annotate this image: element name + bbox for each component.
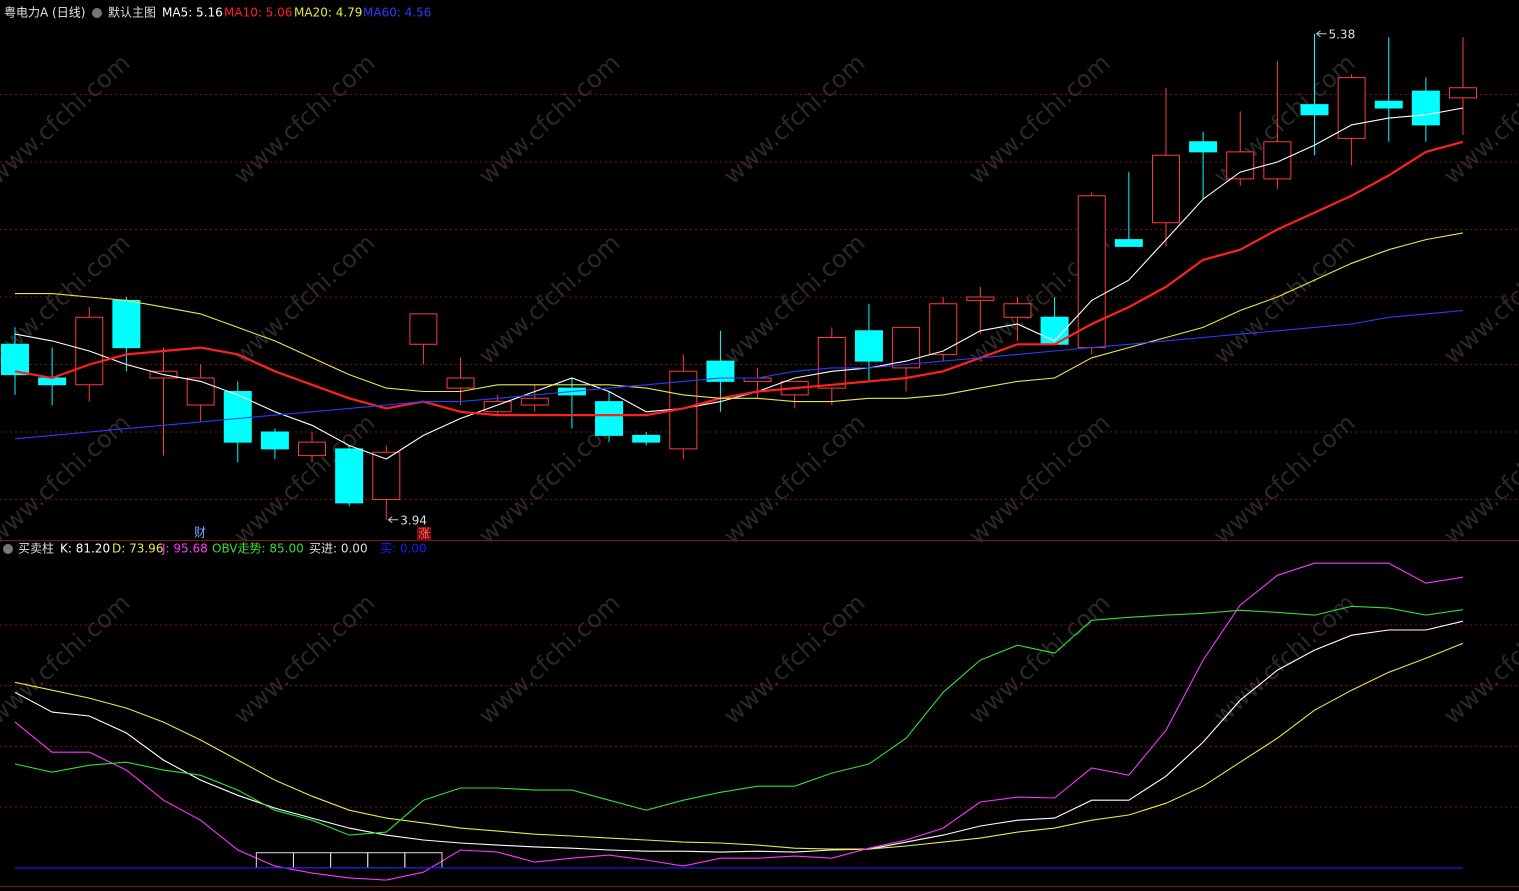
- chart-subtitle: 默认主图: [108, 5, 156, 20]
- candle-body: [1411, 90, 1440, 126]
- annotation-arrow: [387, 516, 399, 524]
- candle-body: [223, 391, 252, 443]
- series-line: [14, 605, 1464, 836]
- menu-icon[interactable]: [92, 8, 102, 18]
- candle-body: [817, 337, 846, 389]
- candle-body: [854, 330, 883, 362]
- candle-body: [1003, 303, 1032, 318]
- candle-body: [409, 313, 438, 345]
- candle-body: [446, 377, 475, 389]
- series-line: [14, 620, 1464, 853]
- legend-entry: J: 95.68: [161, 542, 208, 556]
- candle-body: [1226, 151, 1255, 180]
- candle-body: [892, 326, 921, 369]
- candle-body: [372, 451, 401, 500]
- candle-body: [520, 397, 549, 406]
- candle-body: [1263, 141, 1292, 180]
- candle-body: [483, 401, 512, 413]
- candle-body: [595, 401, 624, 436]
- min-label: 3.94: [400, 513, 427, 527]
- legend-entry: D: 73.96: [112, 542, 163, 556]
- series-line: [14, 309, 1464, 440]
- indicator-panel: [0, 562, 1519, 881]
- candle-body: [1300, 104, 1329, 116]
- legend-entry: K: 81.20: [60, 542, 110, 556]
- candle-body: [1374, 100, 1403, 109]
- series-line: [14, 140, 1464, 417]
- legend-entry: MA20: 4.79: [294, 6, 362, 20]
- series-line: [14, 107, 1464, 460]
- legend-entry: 买: 0.00: [380, 542, 427, 556]
- event-badge: [417, 527, 431, 541]
- event-marker: 财: [194, 526, 206, 540]
- candle-body: [1, 343, 29, 376]
- candle-body: [632, 434, 661, 443]
- candle-body: [1449, 87, 1477, 99]
- legend-entry: MA10: 5.06: [224, 6, 292, 20]
- candle-body: [1151, 154, 1180, 224]
- candle-body: [1189, 141, 1218, 153]
- candle-body: [1114, 239, 1143, 247]
- candle-body: [260, 431, 289, 450]
- candle-body: [186, 377, 215, 406]
- price-panel: 5.38 3.94: [0, 27, 1519, 527]
- candle-body: [335, 448, 364, 504]
- legend-entry: MA60: 4.56: [363, 6, 431, 20]
- candle-body: [929, 303, 958, 355]
- legend-entry: MA5: 5.16: [162, 6, 223, 20]
- menu-icon[interactable]: [3, 544, 13, 554]
- chart-title: 粤电力A (日线): [4, 5, 85, 20]
- candle-body: [706, 360, 735, 382]
- annotation-arrow: [1316, 30, 1327, 38]
- event-marker: 涨: [418, 526, 430, 541]
- series-line: [15, 232, 1464, 403]
- max-label: 5.38: [1328, 27, 1355, 41]
- indicator-title: 买卖柱: [18, 541, 54, 556]
- candle-body: [966, 296, 995, 301]
- legend-entry: 买进: 0.00: [309, 542, 368, 556]
- candle-body: [1077, 195, 1106, 349]
- series-line: [14, 642, 1464, 850]
- legend-entry: OBV走势: 85.00: [212, 542, 304, 556]
- candle-body: [1337, 77, 1366, 139]
- candle-body: [112, 299, 141, 349]
- candle-body: [298, 441, 327, 457]
